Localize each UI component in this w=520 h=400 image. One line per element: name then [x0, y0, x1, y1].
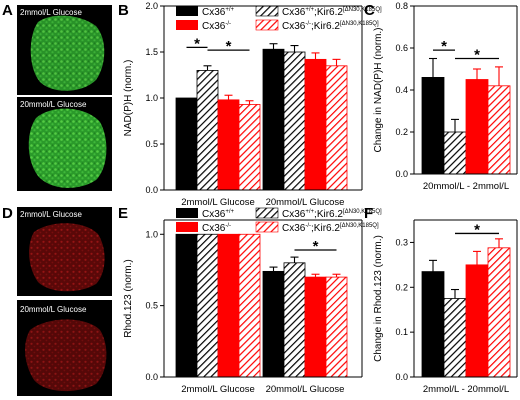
panel-letter-f: F [364, 205, 373, 222]
y-tick-label-b-3: 1.5 [145, 47, 158, 57]
y-tick-label-e-2: 1.0 [145, 229, 158, 239]
chart-nadph: 2mmol/L Glucose 20mmol/L Glucose 0.0 0.5 1.0… [123, 1, 363, 208]
micrograph-d-bottom: 20mmol/L Glucose [17, 300, 112, 396]
significance-star-b-0: * [194, 35, 200, 52]
y-tick-label-f-1: 0.1 [395, 327, 408, 337]
legend-bottom-swatch-wt [176, 208, 198, 218]
bar-e-g0-s1 [196, 233, 219, 378]
bar-c-g0-s1 [443, 131, 467, 175]
significance-star-e-0: * [313, 238, 319, 255]
bar-e-g0-s0 [175, 233, 198, 378]
y-tick-label-c-2: 0.4 [395, 85, 408, 95]
bar-e-g1-s3 [325, 276, 348, 378]
category-label-c-0: 20mmol/L - 2mmol/L [423, 181, 509, 192]
significance-star-c-1: * [474, 47, 480, 64]
significance-star-f-0: * [474, 221, 480, 238]
bar-c-g0-s0 [421, 77, 445, 175]
bar-c-g0-s3 [487, 85, 511, 175]
category-label-e-1: 20mmol/L Glucose [266, 384, 345, 395]
legend-bottom-label-kir-wt: Cx36+/+;Kir6.2[ΔN30,K185Q] [282, 209, 382, 220]
panel-letter-d: D [2, 205, 13, 222]
y-tick-label-b-4: 2.0 [145, 1, 158, 11]
y-axis-title-f: Change in Rhod.123 (norm.) [373, 235, 384, 362]
legend-bottom-swatch-ko [176, 222, 198, 232]
micrograph-d-top-label: 2mmol/L Glucose [20, 210, 83, 219]
micrograph-a-bottom-label: 20mmol/L Glucose [20, 100, 87, 109]
category-label-b-0: 2mmol/L Glucose [181, 197, 255, 208]
micrograph-a-top-label: 2mmol/L Glucose [20, 8, 83, 17]
bar-b-g1-s3 [325, 65, 348, 191]
legend-bottom-label-kir-ko: Cx36-/-;Kir6.2[ΔN30,K185Q] [282, 223, 379, 234]
legend-label-wt: Cx36+/+ [202, 7, 235, 18]
legend-swatch-kir-ko [255, 19, 279, 31]
legend-top: Cx36+/+ Cx36+/+;Kir6.2[ΔN30,K185Q] Cx36-… [176, 5, 382, 32]
bar-b-g0-s3 [238, 104, 261, 191]
y-axis-title-b: NAD(P)H (norm.) [123, 60, 134, 137]
chart-rhod123: 2mmol/L Glucose 20mmol/L Glucose 0.0 0.5 1.0… [123, 219, 363, 395]
y-axis-title-e: Rhod.123 (norm.) [123, 259, 134, 337]
y-tick-label-c-1: 0.2 [395, 127, 408, 137]
chart-rhod123-change: 2mmol/L - 20mmol/L 0.0 0.1 0.2 0.3 Change in … [373, 219, 518, 395]
bar-b-g0-s0 [175, 97, 198, 191]
legend-swatch-kir-wt [255, 5, 279, 17]
significance-star-c-0: * [441, 38, 447, 55]
micrograph-d-top: 2mmol/L Glucose [17, 207, 112, 296]
y-tick-label-f-2: 0.2 [395, 282, 408, 292]
legend-label-ko: Cx36-/- [202, 21, 231, 32]
category-label-b-1: 20mmol/L Glucose [266, 197, 345, 208]
micrograph-d-bottom-label: 20mmol/L Glucose [20, 305, 87, 314]
bar-c-g0-s2 [465, 79, 489, 175]
y-tick-label-b-1: 0.5 [145, 139, 158, 149]
legend-label-kir-ko: Cx36-/-;Kir6.2[ΔN30,K185Q] [282, 21, 379, 32]
y-tick-label-e-1: 0.5 [145, 301, 158, 311]
y-tick-label-f-3: 0.3 [395, 237, 408, 247]
significance-star-b-1: * [226, 38, 232, 55]
y-tick-label-c-0: 0.0 [395, 169, 408, 179]
bar-e-g0-s2 [217, 233, 240, 378]
micrograph-a-top: 2mmol/L Glucose [17, 5, 112, 95]
legend-bottom: Cx36+/+ Cx36+/+;Kir6.2[ΔN30,K185Q] Cx36-… [176, 207, 382, 234]
y-tick-label-b-2: 1.0 [145, 93, 158, 103]
bar-e-g1-s1 [283, 262, 306, 378]
y-tick-label-c-4: 0.8 [395, 1, 408, 11]
bar-f-g0-s1 [443, 298, 467, 378]
bar-b-g0-s1 [196, 70, 219, 191]
bar-b-g1-s0 [262, 48, 285, 191]
y-tick-label-b-0: 0.0 [145, 185, 158, 195]
legend-swatch-ko [176, 20, 198, 30]
bar-e-g0-s3 [238, 233, 261, 378]
legend-swatch-wt [176, 6, 198, 16]
panel-letter-c: C [364, 2, 375, 19]
bar-f-g0-s0 [421, 271, 445, 378]
panel-letter-b: B [118, 2, 129, 19]
legend-bottom-swatch-kir-wt [255, 207, 279, 219]
micrograph-a-bottom: 20mmol/L Glucose [17, 97, 112, 191]
panel-letter-a: A [2, 2, 13, 19]
y-tick-label-c-3: 0.6 [395, 43, 408, 53]
chart-nadph-change: 20mmol/L - 2mmol/L 0.0 0.2 0.4 0.6 0.8 Change … [373, 1, 518, 192]
bar-f-g0-s3 [487, 247, 511, 378]
panel-letter-e: E [118, 205, 128, 222]
bar-b-g1-s2 [304, 58, 327, 191]
bar-f-g0-s2 [465, 264, 489, 378]
category-label-e-0: 2mmol/L Glucose [181, 384, 255, 395]
bar-b-g1-s1 [283, 51, 306, 191]
y-axis-title-c: Change in NAD(P)H (norm.) [373, 27, 384, 152]
bar-b-g0-s2 [217, 99, 240, 191]
legend-bottom-swatch-kir-ko [255, 221, 279, 233]
legend-bottom-label-wt: Cx36+/+ [202, 209, 235, 220]
bar-e-g1-s2 [304, 276, 327, 378]
legend-bottom-label-ko: Cx36-/- [202, 223, 231, 234]
y-tick-label-f-0: 0.0 [395, 372, 408, 382]
category-label-f-0: 2mmol/L - 20mmol/L [423, 384, 509, 395]
bar-e-g1-s0 [262, 270, 285, 378]
y-tick-label-e-0: 0.0 [145, 372, 158, 382]
